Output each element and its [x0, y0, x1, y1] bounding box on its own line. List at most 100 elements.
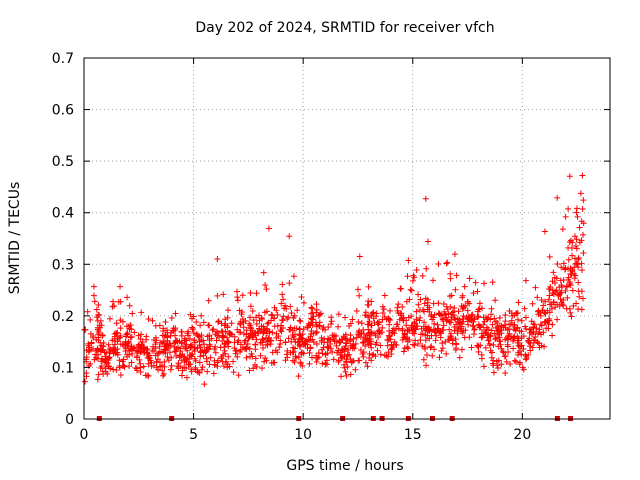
- data-point: [550, 299, 557, 306]
- data-point: [228, 320, 235, 327]
- y-tick-label: 0.6: [52, 103, 74, 119]
- data-point: [343, 372, 350, 379]
- data-point: [338, 373, 345, 380]
- data-point: [516, 328, 523, 335]
- y-tick-label: 0.7: [52, 51, 74, 67]
- data-point: [222, 328, 229, 335]
- data-point: [537, 321, 544, 328]
- data-point: [573, 205, 580, 212]
- data-point: [338, 336, 345, 343]
- data-point: [498, 361, 505, 368]
- data-point: [285, 314, 292, 321]
- data-point: [343, 358, 350, 365]
- data-point: [94, 345, 101, 352]
- data-point: [522, 314, 529, 321]
- data-point: [283, 305, 290, 312]
- data-point: [403, 335, 410, 342]
- data-point: [451, 315, 458, 322]
- data-point: [446, 326, 453, 333]
- data-point: [286, 233, 293, 240]
- data-point: [514, 324, 521, 331]
- data-point: [385, 315, 392, 322]
- data-point: [181, 353, 188, 360]
- data-point: [307, 344, 314, 351]
- data-point: [149, 347, 156, 354]
- y-tick-label: 0.3: [52, 257, 74, 273]
- data-point: [218, 353, 225, 360]
- data-point: [534, 339, 541, 346]
- data-point: [272, 347, 279, 354]
- data-point: [415, 340, 422, 347]
- data-point: [460, 312, 467, 319]
- data-point: [335, 311, 342, 318]
- plot-frame: [83, 57, 611, 420]
- data-point: [480, 314, 487, 321]
- data-point: [247, 290, 254, 297]
- data-point: [574, 213, 581, 220]
- data-point: [451, 251, 458, 258]
- data-point: [398, 310, 405, 317]
- data-point: [554, 194, 561, 201]
- data-point: [327, 345, 334, 352]
- data-point: [435, 261, 442, 268]
- data-point: [569, 252, 576, 259]
- data-point: [373, 313, 380, 320]
- data-point: [440, 327, 447, 334]
- data-point: [364, 321, 371, 328]
- data-point: [212, 349, 219, 356]
- data-point: [249, 307, 256, 314]
- data-point: [575, 306, 582, 313]
- data-point: [470, 290, 477, 297]
- data-point: [95, 371, 102, 378]
- data-point: [225, 353, 232, 360]
- data-point: [453, 272, 460, 279]
- x-tick-label: 20: [513, 427, 531, 443]
- data-point: [109, 337, 116, 344]
- data-point: [491, 315, 498, 322]
- data-point: [239, 292, 246, 299]
- data-point: [391, 330, 398, 337]
- data-point: [277, 341, 284, 348]
- data-point: [557, 296, 564, 303]
- data-point: [315, 350, 322, 357]
- data-point: [370, 351, 377, 358]
- data-point: [566, 239, 573, 246]
- data-point: [123, 323, 130, 330]
- data-point: [286, 280, 293, 287]
- data-point: [384, 342, 391, 349]
- data-point: [95, 334, 102, 341]
- data-point: [475, 343, 482, 350]
- data-point: [422, 295, 429, 302]
- data-point: [502, 311, 509, 318]
- data-point: [137, 360, 144, 367]
- data-point: [244, 340, 251, 347]
- data-point: [156, 349, 163, 356]
- data-point: [100, 343, 107, 350]
- data-point: [298, 336, 305, 343]
- data-point: [438, 347, 445, 354]
- data-point: [174, 363, 181, 370]
- data-point: [485, 337, 492, 344]
- y-tick-label: 0.5: [52, 154, 74, 170]
- data-point: [105, 341, 112, 348]
- data-point: [518, 317, 525, 324]
- data-point: [117, 372, 124, 379]
- data-point: [466, 300, 473, 307]
- data-point: [273, 307, 280, 314]
- data-point: [423, 351, 430, 358]
- data-point: [262, 282, 269, 289]
- data-point: [229, 331, 236, 338]
- data-point: [546, 253, 553, 260]
- data-point: [260, 269, 267, 276]
- data-point: [309, 316, 316, 323]
- data-point: [377, 342, 384, 349]
- data-point: [215, 318, 222, 325]
- data-point: [386, 321, 393, 328]
- data-point: [534, 294, 541, 301]
- data-point: [319, 360, 326, 367]
- data-point: [263, 286, 270, 293]
- data-point: [298, 349, 305, 356]
- data-point: [500, 349, 507, 356]
- data-point: [293, 355, 300, 362]
- data-point: [247, 353, 254, 360]
